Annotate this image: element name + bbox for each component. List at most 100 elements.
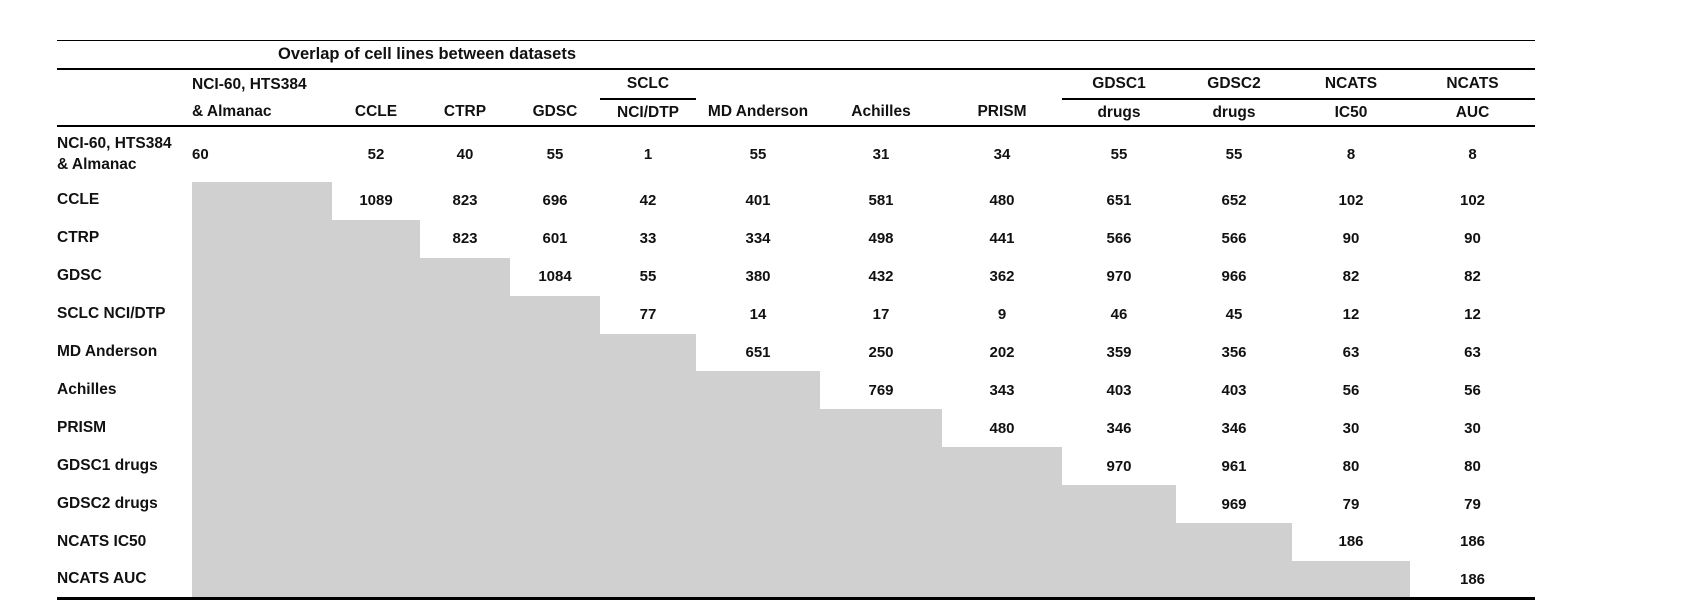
column-header-line1-3 xyxy=(510,69,600,99)
value-cell: 346 xyxy=(1106,419,1132,437)
table-row-10: NCATS IC50 186 186 xyxy=(57,523,1535,561)
row-label-11: NCATS AUC xyxy=(57,560,192,601)
shaded-cell xyxy=(192,485,332,524)
row-label-line: CTRP xyxy=(57,229,100,247)
shaded-cell xyxy=(696,523,820,561)
shaded-cell xyxy=(942,485,1062,524)
shaded-cell xyxy=(696,371,820,410)
column-header-line2-7: PRISM xyxy=(942,99,1062,127)
shaded-cell xyxy=(820,560,942,601)
shaded-cell xyxy=(820,523,942,561)
column-header-line2-2: CTRP xyxy=(420,99,510,127)
overlap-matrix-table: Overlap of cell lines between datasets N… xyxy=(57,40,1536,601)
column-header-line1-7 xyxy=(942,69,1062,99)
shaded-cell xyxy=(192,182,332,220)
value-cell: 90 xyxy=(1342,230,1360,248)
shaded-cell xyxy=(192,560,332,601)
shaded-cell xyxy=(510,523,600,561)
value-cell: 14 xyxy=(749,306,767,324)
value-cell: 12 xyxy=(1464,306,1481,324)
value-cell: 30 xyxy=(1342,419,1360,437)
value-cell: 334 xyxy=(745,230,771,248)
row-label-10: NCATS IC50 xyxy=(57,523,192,561)
value-cell: 79 xyxy=(1342,495,1360,513)
shaded-cell xyxy=(332,219,420,258)
shaded-cell xyxy=(420,560,510,601)
value-cell: 8 xyxy=(1468,146,1477,163)
value-cell: 90 xyxy=(1464,230,1481,248)
table-body: NCI-60, HTS384 & Almanac 60 52 40 55 1 55 31 34 55… xyxy=(57,126,1536,601)
column-header-line1-9: GDSC2 xyxy=(1176,69,1292,100)
row-label-line: & Almanac xyxy=(57,155,137,173)
column-header-line2-8: drugs xyxy=(1062,99,1176,127)
title-row: Overlap of cell lines between datasets xyxy=(57,40,1536,70)
row-label-line: CCLE xyxy=(57,191,100,209)
value-cell: 42 xyxy=(639,192,657,210)
shaded-cell xyxy=(510,333,600,372)
corner-cell-top xyxy=(57,69,192,99)
shaded-cell xyxy=(942,560,1062,601)
value-cell: 17 xyxy=(872,306,890,324)
column-header-line2-0: & Almanac xyxy=(192,99,332,127)
value-cell: 1089 xyxy=(359,192,393,210)
shaded-cell xyxy=(332,485,420,524)
value-cell: 961 xyxy=(1221,457,1247,475)
value-cell: 696 xyxy=(542,192,568,210)
value-cell: 359 xyxy=(1106,344,1132,361)
value-cell: 581 xyxy=(868,192,894,210)
value-cell: 52 xyxy=(367,146,385,163)
table-row-6: Achilles 769 343 403 403 56 56 xyxy=(57,371,1535,410)
shaded-cell xyxy=(192,523,332,561)
value-cell: 401 xyxy=(745,192,771,210)
table-row-11: NCATS AUC 186 xyxy=(57,560,1536,601)
column-header-line1-8: GDSC1 xyxy=(1062,69,1176,100)
row-label-line: MD Anderson xyxy=(57,343,158,361)
table-row-5: MD Anderson 651 250 202 359 356 63 63 xyxy=(57,333,1535,372)
shaded-cell xyxy=(600,371,696,410)
table-row-8: GDSC1 drugs 970 961 80 80 xyxy=(57,447,1535,486)
row-label-line: NCI-60, HTS384 xyxy=(57,134,172,152)
value-cell: 31 xyxy=(872,146,890,163)
value-cell: 356 xyxy=(1221,344,1247,361)
shaded-cell xyxy=(332,447,420,486)
value-cell: 9 xyxy=(997,306,1007,324)
column-header-line1-4: SCLC xyxy=(600,69,696,100)
value-cell: 566 xyxy=(1221,230,1247,248)
value-cell: 966 xyxy=(1221,268,1247,286)
column-header-line1-6 xyxy=(820,69,942,99)
shaded-cell xyxy=(510,560,600,601)
row-label-line: GDSC xyxy=(57,267,102,285)
shaded-cell xyxy=(420,447,510,486)
value-cell: 45 xyxy=(1225,306,1243,324)
value-cell: 651 xyxy=(1106,192,1132,210)
value-cell: 202 xyxy=(989,344,1015,361)
shaded-cell xyxy=(420,257,510,296)
shaded-cell xyxy=(820,485,942,524)
row-label-4: SCLC NCI/DTP xyxy=(57,296,192,334)
value-cell: 56 xyxy=(1464,381,1481,399)
value-cell: 56 xyxy=(1342,381,1360,399)
shaded-cell xyxy=(1176,523,1292,561)
shaded-cell xyxy=(192,371,332,410)
column-header-line2-4: NCI/DTP xyxy=(600,99,696,127)
value-cell: 8 xyxy=(1346,146,1356,163)
value-cell: 362 xyxy=(989,268,1015,286)
row-label-9: GDSC2 drugs xyxy=(57,485,192,523)
row-label-0: NCI-60, HTS384 & Almanac xyxy=(57,126,192,182)
shaded-cell xyxy=(1292,560,1410,601)
shaded-cell xyxy=(420,485,510,524)
value-cell: 403 xyxy=(1221,381,1247,399)
shaded-cell xyxy=(420,523,510,561)
shaded-cell xyxy=(192,257,332,296)
column-header-line1-1 xyxy=(332,69,420,99)
value-cell: 1 xyxy=(643,146,653,163)
shaded-cell xyxy=(600,485,696,524)
table-row-2: CTRP 823 601 33 334 498 441 566 566 90 90 xyxy=(57,219,1535,258)
shaded-cell xyxy=(942,523,1062,561)
column-header-line2-9: drugs xyxy=(1176,99,1292,127)
column-header-line2-11: AUC xyxy=(1410,99,1536,127)
value-cell: 970 xyxy=(1106,268,1132,286)
shaded-cell xyxy=(942,447,1062,486)
shaded-cell xyxy=(192,333,332,372)
shaded-cell xyxy=(820,447,942,486)
